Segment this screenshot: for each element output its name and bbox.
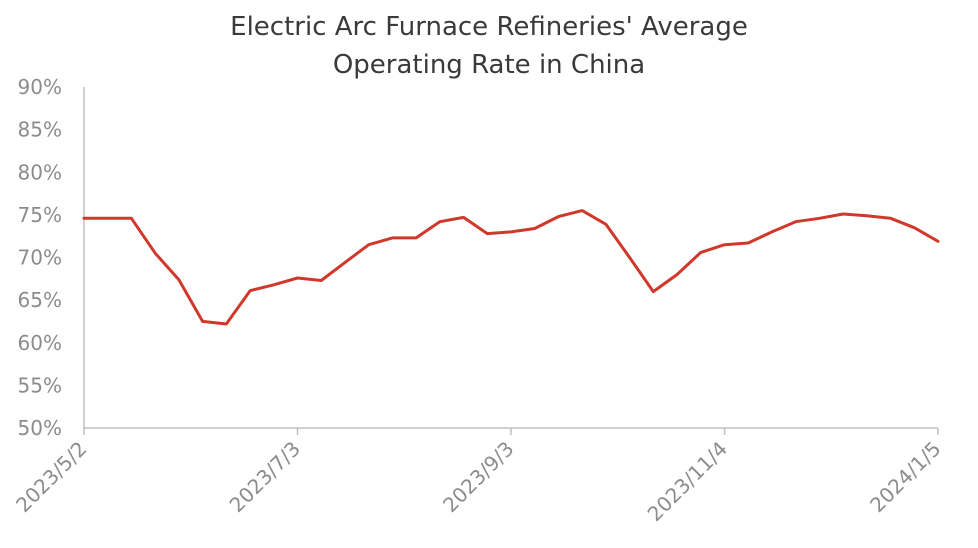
y-tick-label: 55%	[18, 373, 62, 397]
series-group	[82, 209, 940, 326]
chart-title-line-1: Electric Arc Furnace Refineries' Average	[230, 12, 748, 42]
x-tick-label: 2023/7/3	[225, 437, 305, 517]
chart-title-line-2: Operating Rate in China	[332, 50, 646, 80]
y-tick-label: 65%	[18, 288, 62, 312]
x-axis: 2023/5/2 2023/7/3 2023/9/3 2023/11/4 2024/1/…	[11, 427, 946, 526]
x-tick-label: 2023/5/2	[11, 437, 91, 517]
x-tick-label: 2023/9/3	[438, 437, 518, 517]
x-tick-label: 2024/1/5	[865, 437, 945, 517]
y-tick-label: 60%	[18, 331, 62, 355]
y-axis: 50% 55% 60% 65% 70% 75% 80% 85% 90%	[18, 75, 85, 440]
y-tick-label: 90%	[18, 75, 62, 99]
y-tick-label: 75%	[18, 203, 62, 227]
y-tick-label: 85%	[18, 118, 62, 142]
y-tick-label: 50%	[18, 416, 62, 440]
y-tick-label: 80%	[18, 160, 62, 184]
x-tick-label: 2023/11/4	[643, 437, 732, 526]
series-line	[82, 209, 940, 326]
y-tick-label: 70%	[18, 246, 62, 270]
